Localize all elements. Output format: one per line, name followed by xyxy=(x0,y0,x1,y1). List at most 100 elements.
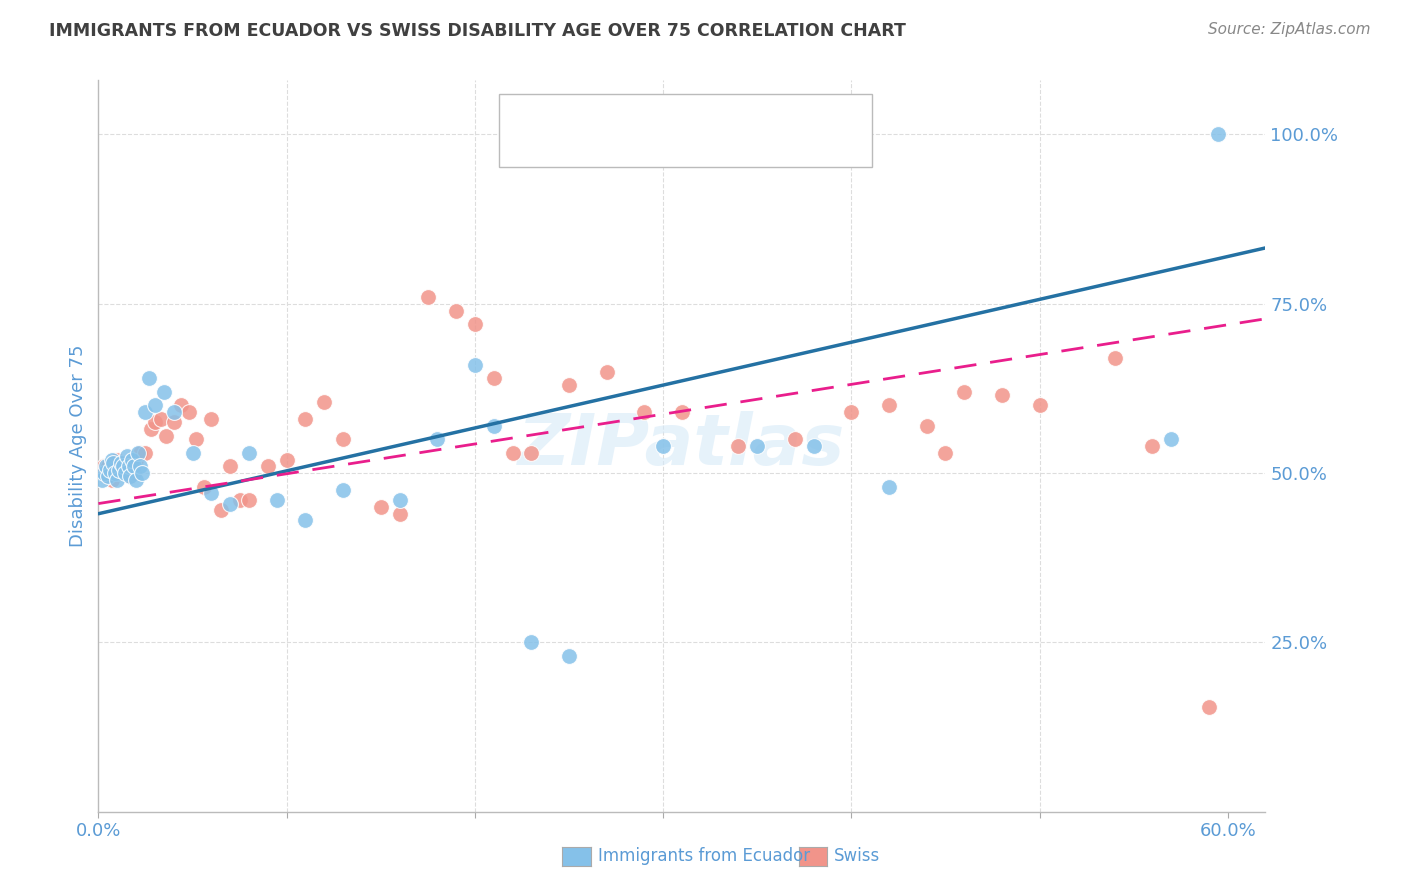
Point xyxy=(108,463,131,477)
Point xyxy=(98,463,121,477)
Point xyxy=(104,463,127,477)
Text: ZIPatlas: ZIPatlas xyxy=(519,411,845,481)
Text: IMMIGRANTS FROM ECUADOR VS SWISS DISABILITY AGE OVER 75 CORRELATION CHART: IMMIGRANTS FROM ECUADOR VS SWISS DISABIL… xyxy=(49,22,905,40)
Point xyxy=(186,432,208,446)
Point xyxy=(633,405,655,419)
Point xyxy=(370,500,392,514)
Point xyxy=(128,446,150,460)
Text: R = 0.554   N = 46: R = 0.554 N = 46 xyxy=(550,107,734,125)
Point xyxy=(1142,439,1164,453)
Point xyxy=(314,395,336,409)
Point xyxy=(464,317,486,331)
Point xyxy=(111,456,134,470)
Point xyxy=(1160,432,1182,446)
Point xyxy=(111,459,134,474)
Point xyxy=(294,412,316,426)
Point xyxy=(153,384,176,399)
Point xyxy=(238,493,260,508)
Point xyxy=(121,452,143,467)
Point xyxy=(482,418,505,433)
Point xyxy=(149,412,172,426)
Point xyxy=(1198,699,1220,714)
Point xyxy=(727,439,749,453)
Point xyxy=(332,483,354,497)
Point xyxy=(915,418,938,433)
Point xyxy=(93,466,115,480)
Point xyxy=(117,463,139,477)
Point xyxy=(134,446,156,460)
Point xyxy=(426,432,449,446)
Point xyxy=(100,473,122,487)
Point xyxy=(155,429,177,443)
Point xyxy=(104,466,127,480)
Point xyxy=(193,480,215,494)
Point xyxy=(502,446,524,460)
Text: Source: ZipAtlas.com: Source: ZipAtlas.com xyxy=(1208,22,1371,37)
Point xyxy=(464,358,486,372)
Point xyxy=(110,456,132,470)
Y-axis label: Disability Age Over 75: Disability Age Over 75 xyxy=(69,344,87,548)
Point xyxy=(114,466,136,480)
Point xyxy=(177,405,200,419)
Point xyxy=(93,459,115,474)
Point xyxy=(877,480,900,494)
Point xyxy=(163,405,186,419)
Point xyxy=(115,459,138,474)
Point xyxy=(388,507,411,521)
Point xyxy=(114,466,136,480)
Point xyxy=(1104,351,1126,365)
Point xyxy=(482,371,505,385)
Point xyxy=(652,439,675,453)
Point xyxy=(520,446,543,460)
Point xyxy=(94,469,117,483)
Point xyxy=(238,446,260,460)
Point xyxy=(388,493,411,508)
Point xyxy=(991,388,1014,402)
Point xyxy=(877,398,900,412)
Point xyxy=(121,459,143,474)
Point xyxy=(444,303,467,318)
Text: Swiss: Swiss xyxy=(834,847,880,865)
Point xyxy=(103,456,125,470)
Point xyxy=(416,290,439,304)
Point xyxy=(558,378,581,392)
Point xyxy=(97,459,120,474)
Point xyxy=(134,405,156,419)
Point xyxy=(122,459,145,474)
Point xyxy=(219,497,242,511)
Point xyxy=(181,446,204,460)
Point xyxy=(170,398,193,412)
Point xyxy=(803,439,825,453)
Point xyxy=(266,493,288,508)
Text: R =  0.321   N = 64: R = 0.321 N = 64 xyxy=(550,138,741,156)
Point xyxy=(120,469,142,483)
Text: Immigrants from Ecuador: Immigrants from Ecuador xyxy=(598,847,810,865)
Point xyxy=(139,422,162,436)
Point xyxy=(131,466,153,480)
Point xyxy=(143,398,166,412)
Point xyxy=(219,459,242,474)
Point xyxy=(520,635,543,649)
Point xyxy=(115,449,138,463)
Point xyxy=(143,415,166,429)
Point xyxy=(103,456,125,470)
Point xyxy=(138,371,160,385)
Point xyxy=(671,405,693,419)
Point xyxy=(97,469,120,483)
Point xyxy=(125,473,148,487)
Point xyxy=(108,466,131,480)
Point xyxy=(98,466,121,480)
Point xyxy=(934,446,956,460)
Point xyxy=(105,473,128,487)
Point xyxy=(1028,398,1050,412)
Point xyxy=(747,439,769,453)
Point xyxy=(209,503,232,517)
Point xyxy=(127,446,149,460)
Point xyxy=(200,412,222,426)
Point xyxy=(94,459,117,474)
Point xyxy=(100,452,122,467)
Point xyxy=(1208,128,1230,142)
Point xyxy=(105,452,128,467)
Point xyxy=(228,493,250,508)
Point xyxy=(163,415,186,429)
